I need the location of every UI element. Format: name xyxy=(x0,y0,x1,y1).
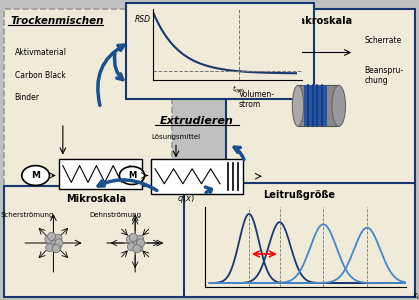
Circle shape xyxy=(129,233,137,242)
Text: Beanspru-
chung: Beanspru- chung xyxy=(365,66,403,86)
Circle shape xyxy=(53,243,61,251)
Ellipse shape xyxy=(292,85,304,126)
Circle shape xyxy=(45,235,53,243)
Circle shape xyxy=(133,244,141,253)
Circle shape xyxy=(127,235,134,243)
Circle shape xyxy=(54,234,62,242)
Text: Dehnströmung: Dehnströmung xyxy=(89,212,141,218)
Circle shape xyxy=(137,239,145,247)
Text: $t_{opt}$: $t_{opt}$ xyxy=(232,84,245,96)
Bar xyxy=(59,159,142,189)
Text: $t$: $t$ xyxy=(305,83,310,94)
Text: $x_{CB}$: $x_{CB}$ xyxy=(412,291,419,300)
Text: Mikroskala: Mikroskala xyxy=(66,194,127,203)
Circle shape xyxy=(52,244,60,253)
Text: Carbon Black: Carbon Black xyxy=(15,70,65,80)
Text: Scherströmung: Scherströmung xyxy=(0,212,54,218)
FancyBboxPatch shape xyxy=(184,183,415,297)
Circle shape xyxy=(49,239,57,247)
Text: M: M xyxy=(128,171,136,180)
Text: Makroskala: Makroskala xyxy=(289,16,352,26)
Circle shape xyxy=(55,239,63,247)
Text: RSD: RSD xyxy=(135,15,151,24)
Text: Mischgüte/Mischzeit: Mischgüte/Mischzeit xyxy=(164,11,276,20)
Circle shape xyxy=(127,243,135,251)
Text: Aktivmaterial: Aktivmaterial xyxy=(15,48,67,57)
Text: Leitrußgröße: Leitrußgröße xyxy=(264,190,336,200)
Text: Extrudieren: Extrudieren xyxy=(160,116,234,125)
Circle shape xyxy=(135,244,143,252)
Text: Trockenmischen: Trockenmischen xyxy=(10,16,104,26)
Circle shape xyxy=(136,235,144,243)
Text: M: M xyxy=(31,171,40,180)
Bar xyxy=(151,159,243,194)
Bar xyxy=(298,85,339,126)
Bar xyxy=(304,85,327,126)
FancyBboxPatch shape xyxy=(4,186,189,297)
Text: Drehzahl: Drehzahl xyxy=(239,63,273,72)
Circle shape xyxy=(119,167,145,184)
FancyBboxPatch shape xyxy=(126,3,314,99)
Text: Binder: Binder xyxy=(15,93,40,102)
Circle shape xyxy=(22,166,49,185)
Ellipse shape xyxy=(332,85,346,126)
Circle shape xyxy=(47,232,56,241)
Circle shape xyxy=(131,239,139,247)
Text: Scherrate: Scherrate xyxy=(365,36,402,45)
FancyBboxPatch shape xyxy=(4,9,172,210)
FancyBboxPatch shape xyxy=(226,9,415,186)
Text: Füllgrad: Füllgrad xyxy=(239,36,270,45)
Circle shape xyxy=(46,244,54,252)
Text: Volumen-
strom: Volumen- strom xyxy=(239,90,275,110)
Text: $q(x)$: $q(x)$ xyxy=(177,192,195,206)
Text: Lösungsmittel: Lösungsmittel xyxy=(151,134,201,140)
